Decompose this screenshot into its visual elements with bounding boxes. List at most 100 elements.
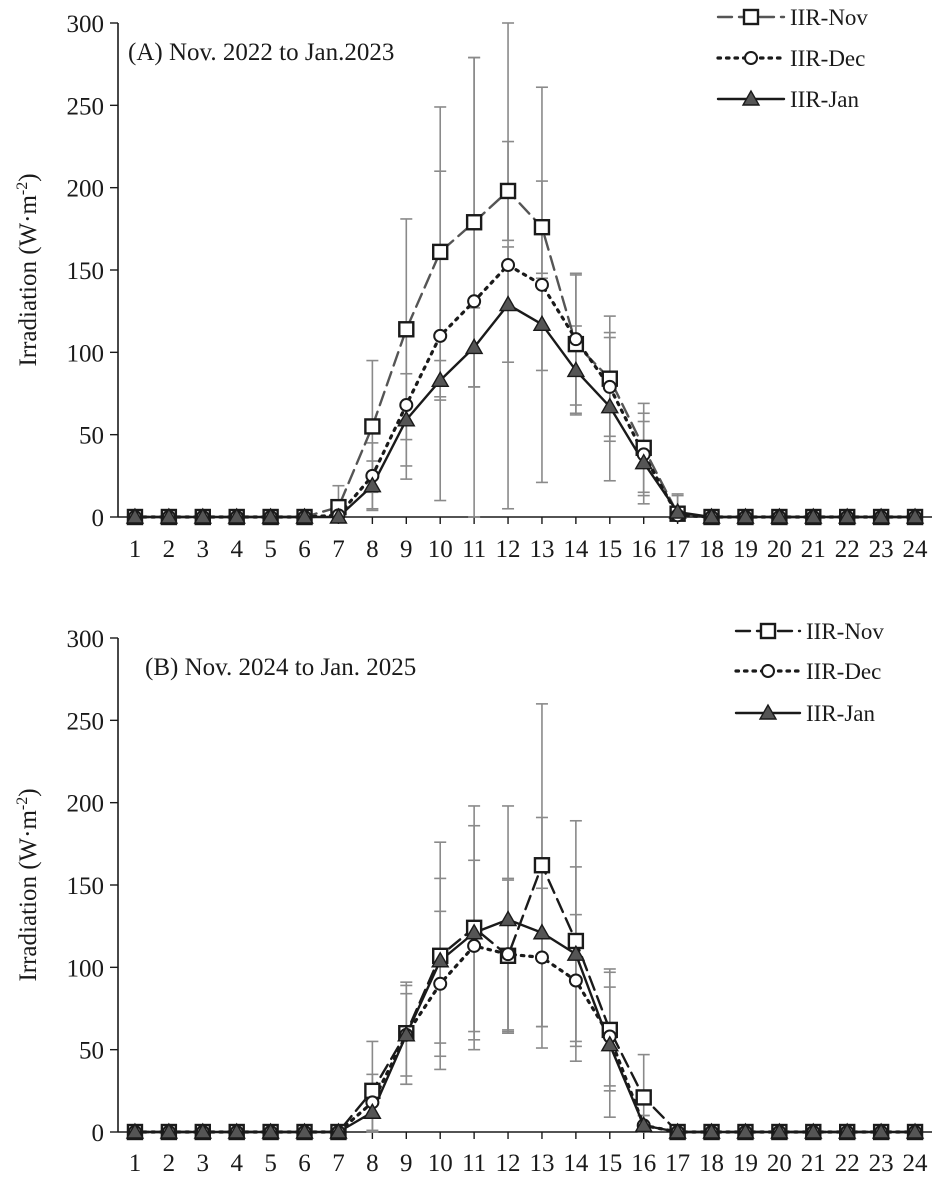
marker-triangle-s2-x17 [702, 1122, 721, 1139]
marker-triangle-s2-x5 [295, 1122, 314, 1139]
marker-square-s0-xlegend [759, 622, 777, 640]
marker-square-s0-x15 [635, 1089, 652, 1106]
y-tick-label: 0 [92, 1120, 105, 1147]
x-tick-label: 19 [733, 536, 758, 563]
marker-triangle-s2-x21 [838, 1122, 857, 1139]
x-tick-label: 16 [631, 536, 656, 563]
marker-circle-s1-xlegend [744, 51, 758, 65]
x-tick-label: 3 [197, 536, 210, 563]
x-tick-label: 6 [298, 1150, 311, 1177]
marker-triangle-s2-x20 [804, 507, 823, 524]
marker-square-s0-x12 [533, 857, 551, 874]
y-axis-label-superscript: -2 [14, 797, 31, 810]
x-tick-label: 9 [400, 1150, 413, 1177]
x-tick-label: 17 [665, 1150, 690, 1177]
y-tick-label: 150 [67, 258, 105, 285]
marker-triangle-s2-x23 [905, 507, 925, 524]
marker-circle-s1-x14 [602, 379, 617, 394]
marker-triangle-s2-x13 [566, 944, 586, 961]
x-tick-label: 7 [332, 536, 345, 563]
marker-circle-s1-xlegend [761, 664, 775, 678]
marker-triangle-s2-x8 [397, 1025, 416, 1042]
x-tick-label: 14 [563, 536, 589, 563]
marker-square-s0-x11 [499, 182, 517, 200]
y-axis-label-main: Irradiation (W·m [15, 195, 42, 367]
series-line-iir-dec [133, 263, 917, 519]
marker-triangle-s2-x8 [397, 410, 416, 427]
legend-label-iir-nov: IIR-Nov [806, 619, 884, 644]
x-tick-label: 18 [699, 536, 724, 563]
x-tick-label: 23 [869, 536, 894, 563]
chart-title: (B) Nov. 2024 to Jan. 2025 [145, 654, 416, 681]
x-tick-label: 20 [767, 1150, 792, 1177]
series-line-iir-jan [133, 303, 917, 519]
marker-circle-s1-x13 [568, 973, 583, 988]
x-tick-label: 16 [631, 1150, 656, 1177]
x-tick-label: 9 [400, 536, 413, 563]
y-axis-label: Irradiation (W·m-2) [14, 173, 42, 366]
x-tick-label: 6 [298, 536, 311, 563]
x-tick-label: 4 [230, 1150, 243, 1177]
marker-triangle-s2-x17 [702, 507, 721, 524]
marker-circle-s1-x12 [534, 950, 549, 965]
marker-triangle-s2-x2 [193, 507, 212, 524]
marker-triangle-s2-x7 [363, 476, 382, 493]
x-tick-label: 8 [366, 1150, 379, 1177]
marker-triangle-s2-x7 [363, 1102, 382, 1119]
x-tick-label: 4 [230, 536, 243, 563]
series-line-iir-nov [133, 864, 917, 1134]
y-axis-label: Irradiation (W·m-2) [14, 788, 42, 981]
chart-title: (A) Nov. 2022 to Jan.2023 [128, 39, 394, 66]
x-tick-label: 7 [332, 1150, 345, 1177]
legend-label-iir-dec: IIR-Dec [806, 659, 881, 684]
marker-triangle-s2-xlegend [741, 89, 761, 106]
x-tick-label: 10 [428, 1150, 453, 1177]
marker-triangle-s2-x14 [600, 1035, 619, 1052]
x-tick-label: 24 [903, 1150, 929, 1177]
marker-triangle-s2-x22 [871, 507, 891, 524]
x-tick-label: 21 [801, 1150, 826, 1177]
marker-circle-s1-x8 [399, 398, 414, 413]
x-tick-label: 24 [903, 536, 929, 563]
x-tick-label: 18 [699, 1150, 724, 1177]
series-line-iir-jan [133, 918, 917, 1134]
marker-square-s0-x8 [398, 321, 415, 338]
y-tick-label: 50 [79, 1038, 104, 1065]
marker-circle-s1-x10 [467, 938, 482, 953]
y-tick-label: 50 [79, 423, 104, 450]
x-tick-label: 2 [163, 1150, 176, 1177]
series-line-iir-nov [133, 189, 917, 519]
x-tick-label: 8 [366, 536, 379, 563]
x-tick-label: 12 [496, 536, 521, 563]
x-tick-label: 15 [597, 1150, 622, 1177]
marker-triangle-s2-x13 [566, 361, 586, 378]
marker-triangle-s2-x3 [227, 1122, 246, 1139]
x-tick-label: 22 [835, 1150, 860, 1177]
legend-label-iir-jan: IIR-Jan [806, 701, 875, 726]
marker-circle-s1-x9 [433, 328, 448, 343]
x-tick-label: 3 [197, 1150, 210, 1177]
marker-triangle-s2-x1 [159, 1122, 179, 1139]
marker-triangle-s2-x16 [668, 502, 687, 519]
x-tick-label: 19 [733, 1150, 758, 1177]
x-tick-label: 1 [129, 1150, 142, 1177]
x-tick-label: 1 [129, 536, 142, 563]
x-tick-label: 15 [597, 536, 622, 563]
legend-label-iir-nov: IIR-Nov [790, 5, 868, 30]
series-line-iir-dec [133, 944, 917, 1134]
marker-square-s0-x9 [432, 243, 449, 261]
marker-triangle-s2-x21 [838, 507, 857, 524]
x-tick-label: 20 [767, 536, 792, 563]
marker-triangle-s2-xlegend [758, 703, 778, 720]
x-tick-label: 17 [665, 536, 690, 563]
y-tick-label: 300 [67, 11, 105, 38]
marker-triangle-s2-x22 [871, 1122, 891, 1139]
marker-triangle-s2-x3 [227, 507, 246, 524]
legend-label-iir-dec: IIR-Dec [790, 46, 865, 71]
marker-square-s0-x10 [465, 214, 483, 231]
y-tick-label: 200 [67, 791, 105, 818]
y-tick-label: 0 [92, 505, 105, 532]
marker-triangle-s2-x15 [634, 453, 653, 470]
